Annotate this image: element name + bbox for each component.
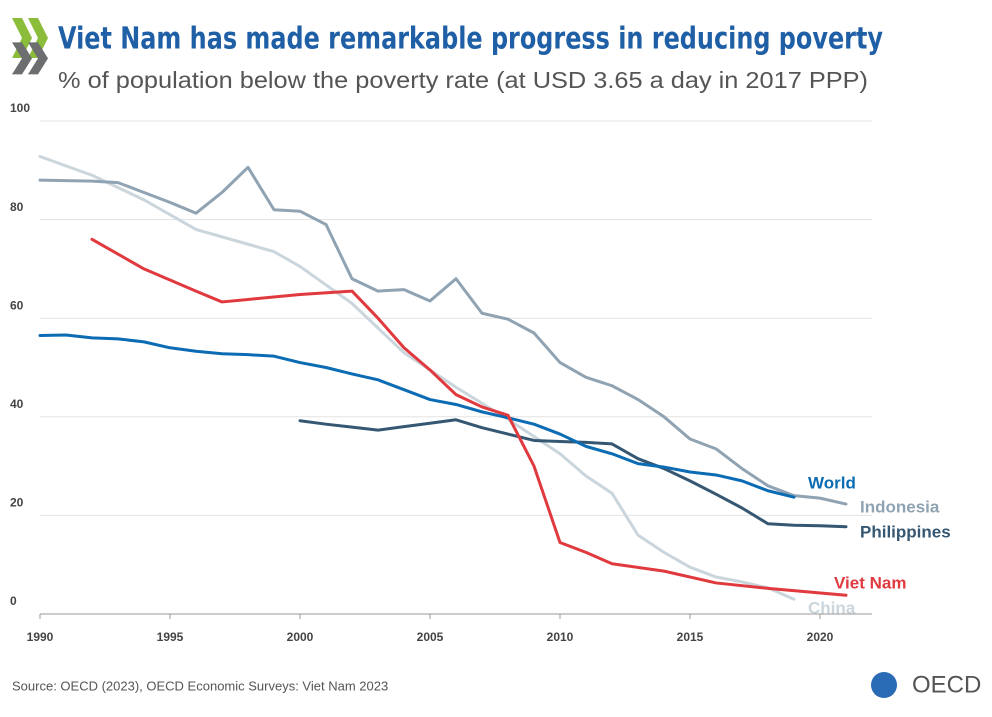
source: Source: OECD (2023), OECD Economic Surve… (12, 678, 388, 693)
y-tick-label: 40 (10, 397, 24, 411)
series-line (38, 333, 796, 499)
x-tick-label: 2005 (417, 630, 444, 644)
y-tick-label: 20 (10, 496, 24, 510)
series-line (38, 154, 796, 601)
logo-chevron (28, 42, 48, 75)
x-tick-label: 2020 (807, 630, 834, 644)
x-tick-label: 1990 (27, 630, 54, 644)
chart-subtitle: % of population below the poverty rate (… (58, 67, 868, 93)
x-tick-label: 2000 (287, 630, 314, 644)
series-label: China (808, 598, 856, 617)
series-label: Indonesia (860, 497, 940, 516)
x-tick-label: 2010 (547, 630, 574, 644)
y-tick-label: 100 (10, 101, 30, 115)
y-tick-label: 0 (10, 594, 17, 608)
x-tick-label: 2015 (677, 630, 704, 644)
chart-title: Viet Nam has made remarkable progress in… (58, 22, 883, 57)
series-label: Philippines (860, 522, 951, 541)
y-tick-label: 60 (10, 298, 24, 312)
series-label: Viet Nam (834, 573, 906, 592)
logo-text: OECD (912, 671, 981, 698)
logo-chevron (12, 42, 32, 75)
x-tick-label: 1995 (157, 630, 184, 644)
logo-globe (871, 672, 897, 698)
series-label: World (808, 473, 856, 492)
series-line (298, 418, 848, 529)
y-tick-label: 80 (10, 200, 24, 214)
series-line (38, 165, 848, 506)
series-line (90, 237, 848, 597)
